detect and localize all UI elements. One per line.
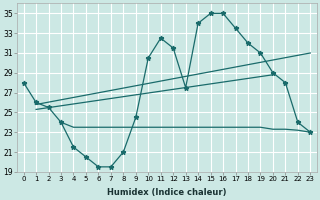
X-axis label: Humidex (Indice chaleur): Humidex (Indice chaleur): [107, 188, 227, 197]
